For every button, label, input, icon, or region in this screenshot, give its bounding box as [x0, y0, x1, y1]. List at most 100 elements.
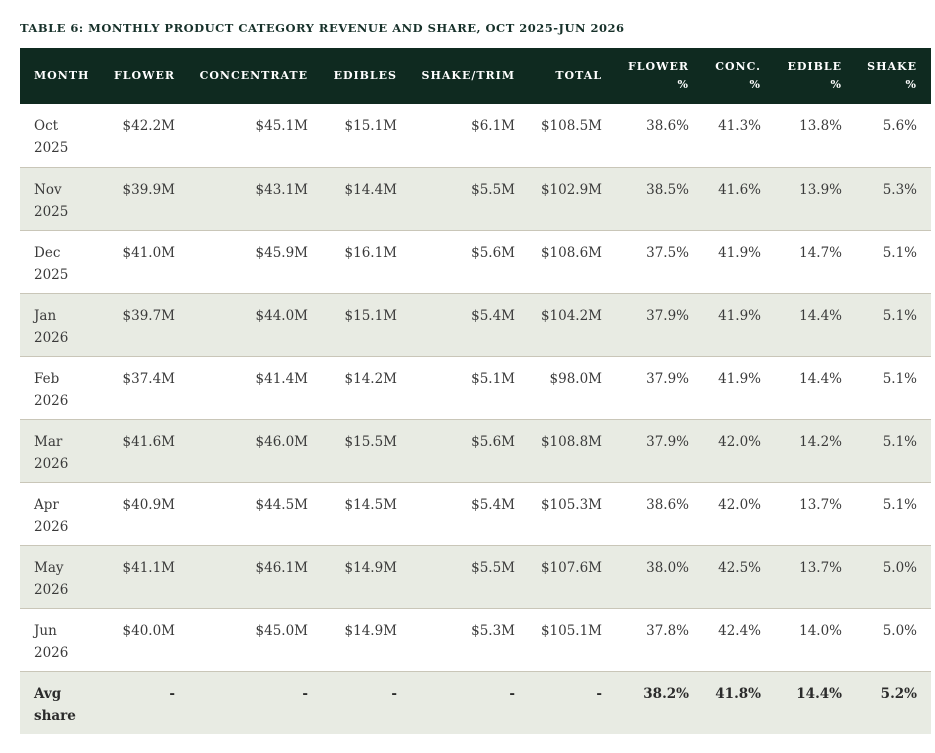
value-cell: $44.5M	[255, 496, 308, 513]
value-cell: -	[509, 685, 515, 702]
column-header-label: EDIBLES	[333, 69, 397, 82]
value-cell: 38.5%	[646, 181, 689, 198]
value-cell: 37.9%	[646, 307, 689, 324]
month-label: Feb 2026	[34, 370, 69, 409]
value-cell: $39.7M	[122, 307, 175, 324]
report-table-section: TABLE 6: MONTHLY PRODUCT CATEGORY REVENU…	[20, 20, 931, 734]
value-cell: 41.8%	[715, 685, 761, 702]
month-cell: Jan 2026	[20, 293, 101, 356]
value-cell: 42.5%	[718, 559, 761, 576]
value-cell: 5.2%	[880, 685, 917, 702]
header-row: MONTH FLOWER CONCENTRATE EDIBLES SHAKE/TRIM T…	[20, 48, 931, 104]
column-header: FLOWER%	[616, 48, 703, 104]
value-cell: 14.7%	[799, 244, 842, 261]
column-header: EDIBLES	[322, 48, 411, 104]
value-cell: 14.4%	[796, 685, 842, 702]
value-cell: 38.6%	[646, 496, 689, 513]
column-header-label: CONC.	[715, 60, 761, 73]
value-cell: 42.4%	[718, 622, 761, 639]
month-label: Apr 2026	[34, 496, 69, 535]
value-cell: $42.2M	[122, 118, 175, 134]
value-cell: $5.4M	[471, 496, 515, 513]
month-label: Mar 2026	[34, 433, 69, 472]
value-cell: $107.6M	[540, 559, 602, 576]
column-header-unit: %	[905, 78, 917, 91]
value-cell: $39.9M	[122, 181, 175, 198]
month-label: Nov 2025	[34, 181, 69, 220]
value-cell: $108.8M	[540, 433, 602, 450]
value-cell: 41.3%	[718, 118, 761, 134]
value-cell: $5.5M	[471, 181, 515, 198]
column-header-label: TOTAL	[555, 69, 602, 82]
month-cell: Dec 2025	[20, 230, 101, 293]
column-header: EDIBLE%	[775, 48, 856, 104]
value-cell: $45.0M	[255, 622, 308, 639]
value-cell: -	[302, 685, 308, 702]
month-cell: Oct 2025	[20, 104, 101, 167]
value-cell: $14.5M	[344, 496, 397, 513]
value-cell: -	[391, 685, 397, 702]
value-cell: 38.0%	[646, 559, 689, 576]
value-cell: 5.1%	[882, 496, 917, 513]
value-cell: 37.9%	[646, 370, 689, 387]
value-cell: 37.5%	[646, 244, 689, 261]
month-cell: Feb 2026	[20, 356, 101, 419]
value-cell: $15.1M	[344, 118, 397, 134]
value-cell: $14.9M	[344, 622, 397, 639]
month-cell: Mar 2026	[20, 419, 101, 482]
value-cell: $41.1M	[122, 559, 175, 576]
value-cell: 14.4%	[799, 370, 842, 387]
value-cell: 41.9%	[718, 307, 761, 324]
value-cell: $104.2M	[540, 307, 602, 324]
value-cell: $5.6M	[471, 433, 515, 450]
column-header-label: MONTH	[34, 69, 90, 82]
value-cell: $6.1M	[471, 118, 515, 134]
value-cell: $46.0M	[255, 433, 308, 450]
value-cell: $40.9M	[122, 496, 175, 513]
value-cell: 5.1%	[882, 370, 917, 387]
value-cell: $16.1M	[344, 244, 397, 261]
value-cell: 37.8%	[646, 622, 689, 639]
table-row: Jun 2026 $40.0M $45.0M $14.9M $5.3M $105.1M 37…	[20, 608, 931, 671]
value-cell: $5.1M	[471, 370, 515, 387]
month-cell: May 2026	[20, 545, 101, 608]
table-caption: TABLE 6: MONTHLY PRODUCT CATEGORY REVENU…	[20, 21, 625, 35]
value-cell: -	[596, 685, 602, 702]
month-label: Oct 2025	[34, 118, 69, 156]
table-row: Jan 2026 $39.7M $44.0M $15.1M $5.4M $104.2M 37…	[20, 293, 931, 356]
column-header-label: SHAKE/TRIM	[421, 69, 515, 82]
value-cell: $15.1M	[344, 307, 397, 324]
revenue-table: MONTH FLOWER CONCENTRATE EDIBLES SHAKE/TRIM T…	[20, 48, 931, 734]
value-cell: $108.5M	[540, 118, 602, 134]
table-row: Oct 2025 $42.2M $45.1M $15.1M $6.1M $108.5M 38…	[20, 104, 931, 167]
value-cell: $5.3M	[471, 622, 515, 639]
value-cell: $5.5M	[471, 559, 515, 576]
value-cell: $14.9M	[344, 559, 397, 576]
table-row: May 2026 $41.1M $46.1M $14.9M $5.5M $107.6M 38…	[20, 545, 931, 608]
value-cell: 5.0%	[882, 559, 917, 576]
column-header-unit: %	[749, 78, 761, 91]
value-cell: $14.2M	[344, 370, 397, 387]
column-header-label: EDIBLE	[787, 60, 842, 73]
value-cell: $105.3M	[540, 496, 602, 513]
value-cell: 14.0%	[799, 622, 842, 639]
value-cell: -	[169, 685, 175, 702]
value-cell: 41.9%	[718, 244, 761, 261]
value-cell: 13.8%	[799, 118, 842, 134]
table-row: Dec 2025 $41.0M $45.9M $16.1M $5.6M $108.6M 37…	[20, 230, 931, 293]
column-header: SHAKE/TRIM	[411, 48, 529, 104]
table-row: Feb 2026 $37.4M $41.4M $14.2M $5.1M $98.0M 37.…	[20, 356, 931, 419]
month-label: Dec 2025	[34, 244, 69, 283]
column-header-label: CONCENTRATE	[199, 69, 308, 82]
value-cell: $45.1M	[255, 118, 308, 134]
month-cell: Avg share	[20, 671, 101, 734]
value-cell: 37.9%	[646, 433, 689, 450]
month-cell: Apr 2026	[20, 482, 101, 545]
value-cell: $46.1M	[255, 559, 308, 576]
value-cell: $44.0M	[255, 307, 308, 324]
column-header: MONTH	[20, 48, 101, 104]
value-cell: 5.3%	[882, 181, 917, 198]
month-label: Avg share	[34, 685, 76, 724]
month-cell: Jun 2026	[20, 608, 101, 671]
value-cell: 41.9%	[718, 370, 761, 387]
